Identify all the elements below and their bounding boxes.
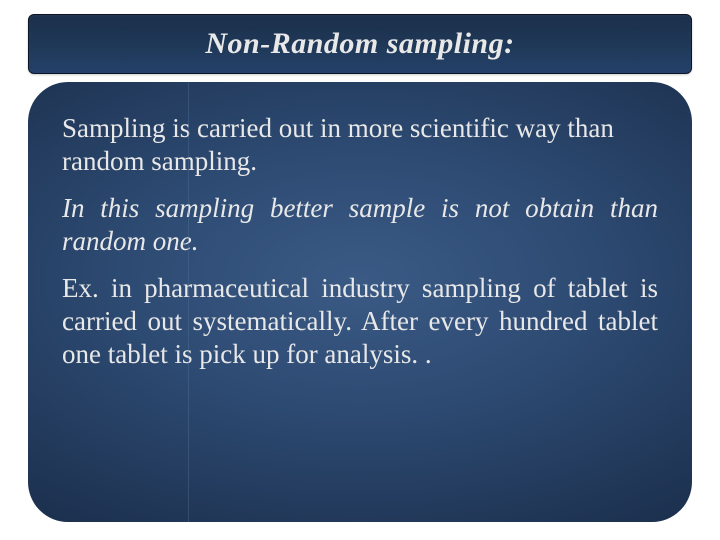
slide-title: Non-Random sampling:	[205, 27, 514, 61]
content-box: Sampling is carried out in more scientif…	[28, 82, 692, 522]
paragraph-2: In this sampling better sample is not ob…	[62, 192, 658, 258]
title-box: Non-Random sampling:	[28, 14, 692, 74]
paragraph-3: Ex. in pharmaceutical industry sampling …	[62, 272, 658, 371]
paragraph-1: Sampling is carried out in more scientif…	[62, 112, 658, 178]
